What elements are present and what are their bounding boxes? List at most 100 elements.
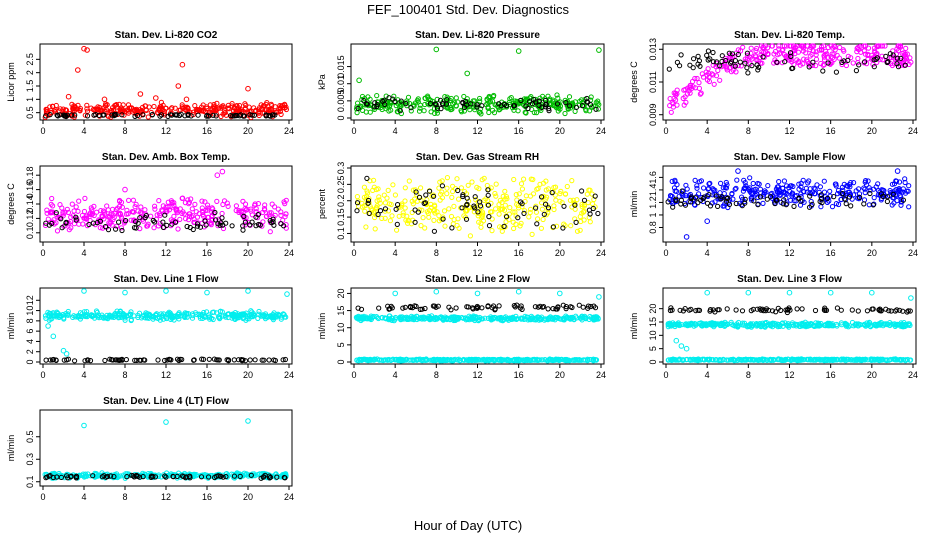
data-point — [224, 200, 230, 206]
data-point — [43, 357, 49, 363]
data-point — [485, 104, 491, 110]
data-point — [208, 220, 214, 226]
data-point — [409, 209, 415, 216]
data-point — [883, 53, 889, 60]
data-point — [142, 207, 148, 213]
outlier-point — [908, 295, 914, 301]
outlier-point — [245, 288, 251, 294]
data-point — [668, 109, 674, 115]
data-point — [485, 192, 491, 198]
data-point — [832, 44, 838, 50]
data-point — [408, 108, 414, 114]
outlier-point — [596, 294, 602, 300]
data-point — [283, 211, 289, 217]
data-point — [798, 180, 804, 186]
data-point — [512, 209, 518, 215]
data-point — [516, 191, 522, 197]
y-tick-label: 10 — [336, 323, 346, 333]
data-point — [584, 191, 590, 197]
data-point — [69, 101, 75, 107]
x-tick-label: 16 — [826, 370, 836, 380]
data-point — [229, 223, 235, 229]
data-point — [523, 193, 529, 199]
data-point — [117, 203, 123, 209]
data-point — [871, 64, 877, 70]
data-point — [162, 357, 168, 364]
data-point — [119, 204, 126, 210]
data-point — [89, 312, 95, 318]
outlier-point — [596, 47, 602, 53]
data-point — [111, 311, 118, 317]
data-point — [710, 186, 716, 192]
plot-frame — [39, 165, 293, 243]
data-point — [255, 315, 261, 321]
data-point — [481, 175, 487, 181]
data-point — [543, 178, 549, 184]
data-point — [197, 224, 204, 230]
data-point — [522, 109, 528, 116]
data-point — [364, 188, 370, 194]
data-point — [577, 214, 583, 220]
data-point — [574, 197, 580, 203]
data-point — [586, 214, 592, 221]
data-point — [841, 48, 847, 54]
data-point — [711, 81, 717, 87]
data-point — [228, 113, 234, 119]
data-point — [511, 103, 517, 109]
data-point — [723, 198, 730, 204]
data-point — [572, 108, 578, 115]
data-point — [163, 105, 169, 111]
data-point — [272, 204, 278, 210]
outlier-point — [204, 289, 210, 296]
data-point — [415, 96, 421, 102]
data-point — [112, 111, 118, 118]
data-point — [707, 180, 713, 186]
data-point — [205, 207, 211, 213]
data-point — [382, 200, 388, 206]
data-point — [183, 216, 189, 222]
data-point — [55, 113, 61, 119]
data-point — [75, 102, 81, 108]
data-point — [434, 316, 440, 322]
x-tick-label: 8 — [434, 126, 439, 136]
data-point — [398, 98, 404, 104]
y-tick-label: 0.25 — [336, 176, 346, 194]
y-tick-label: 1 — [25, 97, 35, 102]
data-point — [741, 185, 747, 192]
x-tick-label: 8 — [434, 248, 439, 258]
data-point — [282, 356, 288, 363]
data-point — [539, 206, 546, 212]
data-point — [375, 315, 382, 322]
data-point — [750, 180, 756, 187]
x-tick-label: 24 — [596, 126, 606, 136]
data-point — [210, 206, 216, 212]
data-point — [209, 209, 215, 215]
data-point — [432, 203, 438, 209]
outlier-point — [515, 48, 522, 54]
data-point — [546, 106, 552, 112]
data-point — [374, 103, 380, 110]
data-point — [534, 221, 540, 227]
data-point — [848, 203, 854, 209]
plot-frame — [39, 287, 293, 365]
data-point — [359, 204, 366, 210]
data-point — [590, 357, 597, 363]
data-point — [354, 200, 361, 206]
data-point — [446, 206, 452, 212]
data-point — [444, 175, 450, 181]
data-point — [587, 102, 594, 108]
x-tick-label: 16 — [202, 248, 212, 258]
data-point — [720, 185, 726, 191]
data-point — [241, 213, 247, 219]
data-point — [403, 217, 409, 223]
data-point — [821, 54, 828, 60]
y-tick-label: 6 — [25, 329, 35, 334]
data-point — [447, 105, 454, 111]
data-point — [448, 213, 455, 220]
data-point — [418, 223, 424, 229]
data-point — [132, 107, 138, 113]
data-point — [595, 98, 601, 104]
data-point — [138, 357, 144, 363]
data-point — [270, 311, 276, 318]
